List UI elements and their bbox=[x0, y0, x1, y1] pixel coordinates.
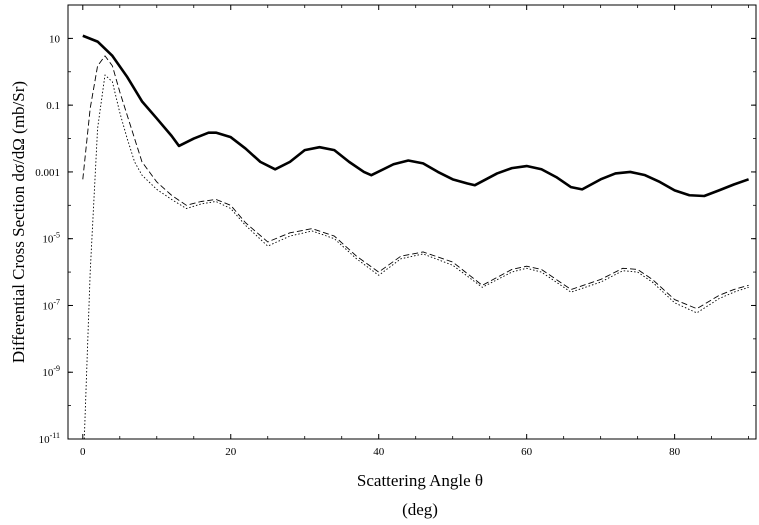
y-tick-label-base: 10 bbox=[42, 300, 54, 312]
y-tick-label: 10-5 bbox=[42, 231, 60, 246]
series-line-solid bbox=[82, 34, 750, 198]
x-axis-unit: (deg) bbox=[402, 500, 438, 519]
x-tick-label: 20 bbox=[225, 446, 237, 458]
y-tick-label-exponent: -5 bbox=[53, 231, 60, 240]
x-axis-ticks: 0 20 40 60 80 bbox=[80, 5, 750, 458]
series-line-dashed bbox=[82, 55, 749, 310]
y-tick-label-base: 10 bbox=[39, 434, 51, 446]
y-tick-label-base: 0.001 bbox=[35, 167, 60, 179]
y-tick-label: 10-7 bbox=[42, 297, 60, 312]
y-tick-label: 10-11 bbox=[39, 431, 60, 446]
y-tick-label-exponent: -11 bbox=[50, 431, 60, 440]
y-tick-label-exponent: -7 bbox=[53, 297, 60, 306]
x-tick-label: 0 bbox=[80, 446, 86, 458]
y-tick-label: 10-9 bbox=[42, 364, 60, 379]
y-tick-label-base: 10 bbox=[42, 234, 54, 246]
y-tick-label-base: 0.1 bbox=[46, 100, 60, 112]
y-tick-label-base: 10 bbox=[42, 367, 54, 379]
y-axis-title: Differential Cross Section dσ/dΩ (mb/Sr) bbox=[9, 81, 28, 363]
x-tick-label: 60 bbox=[521, 446, 533, 458]
x-tick-label: 80 bbox=[669, 446, 681, 458]
y-tick-label: 0.001 bbox=[35, 167, 60, 179]
series-line-dotted bbox=[83, 74, 749, 440]
plot-frame bbox=[67, 4, 757, 440]
x-axis-title: Scattering Angle θ bbox=[357, 471, 483, 490]
x-tick-label: 40 bbox=[373, 446, 385, 458]
y-tick-label: 0.1 bbox=[46, 100, 60, 112]
series-layer bbox=[82, 34, 750, 440]
y-tick-label: 10 bbox=[49, 33, 61, 45]
y-tick-label-exponent: -9 bbox=[53, 364, 60, 373]
y-tick-label-base: 10 bbox=[49, 33, 61, 45]
